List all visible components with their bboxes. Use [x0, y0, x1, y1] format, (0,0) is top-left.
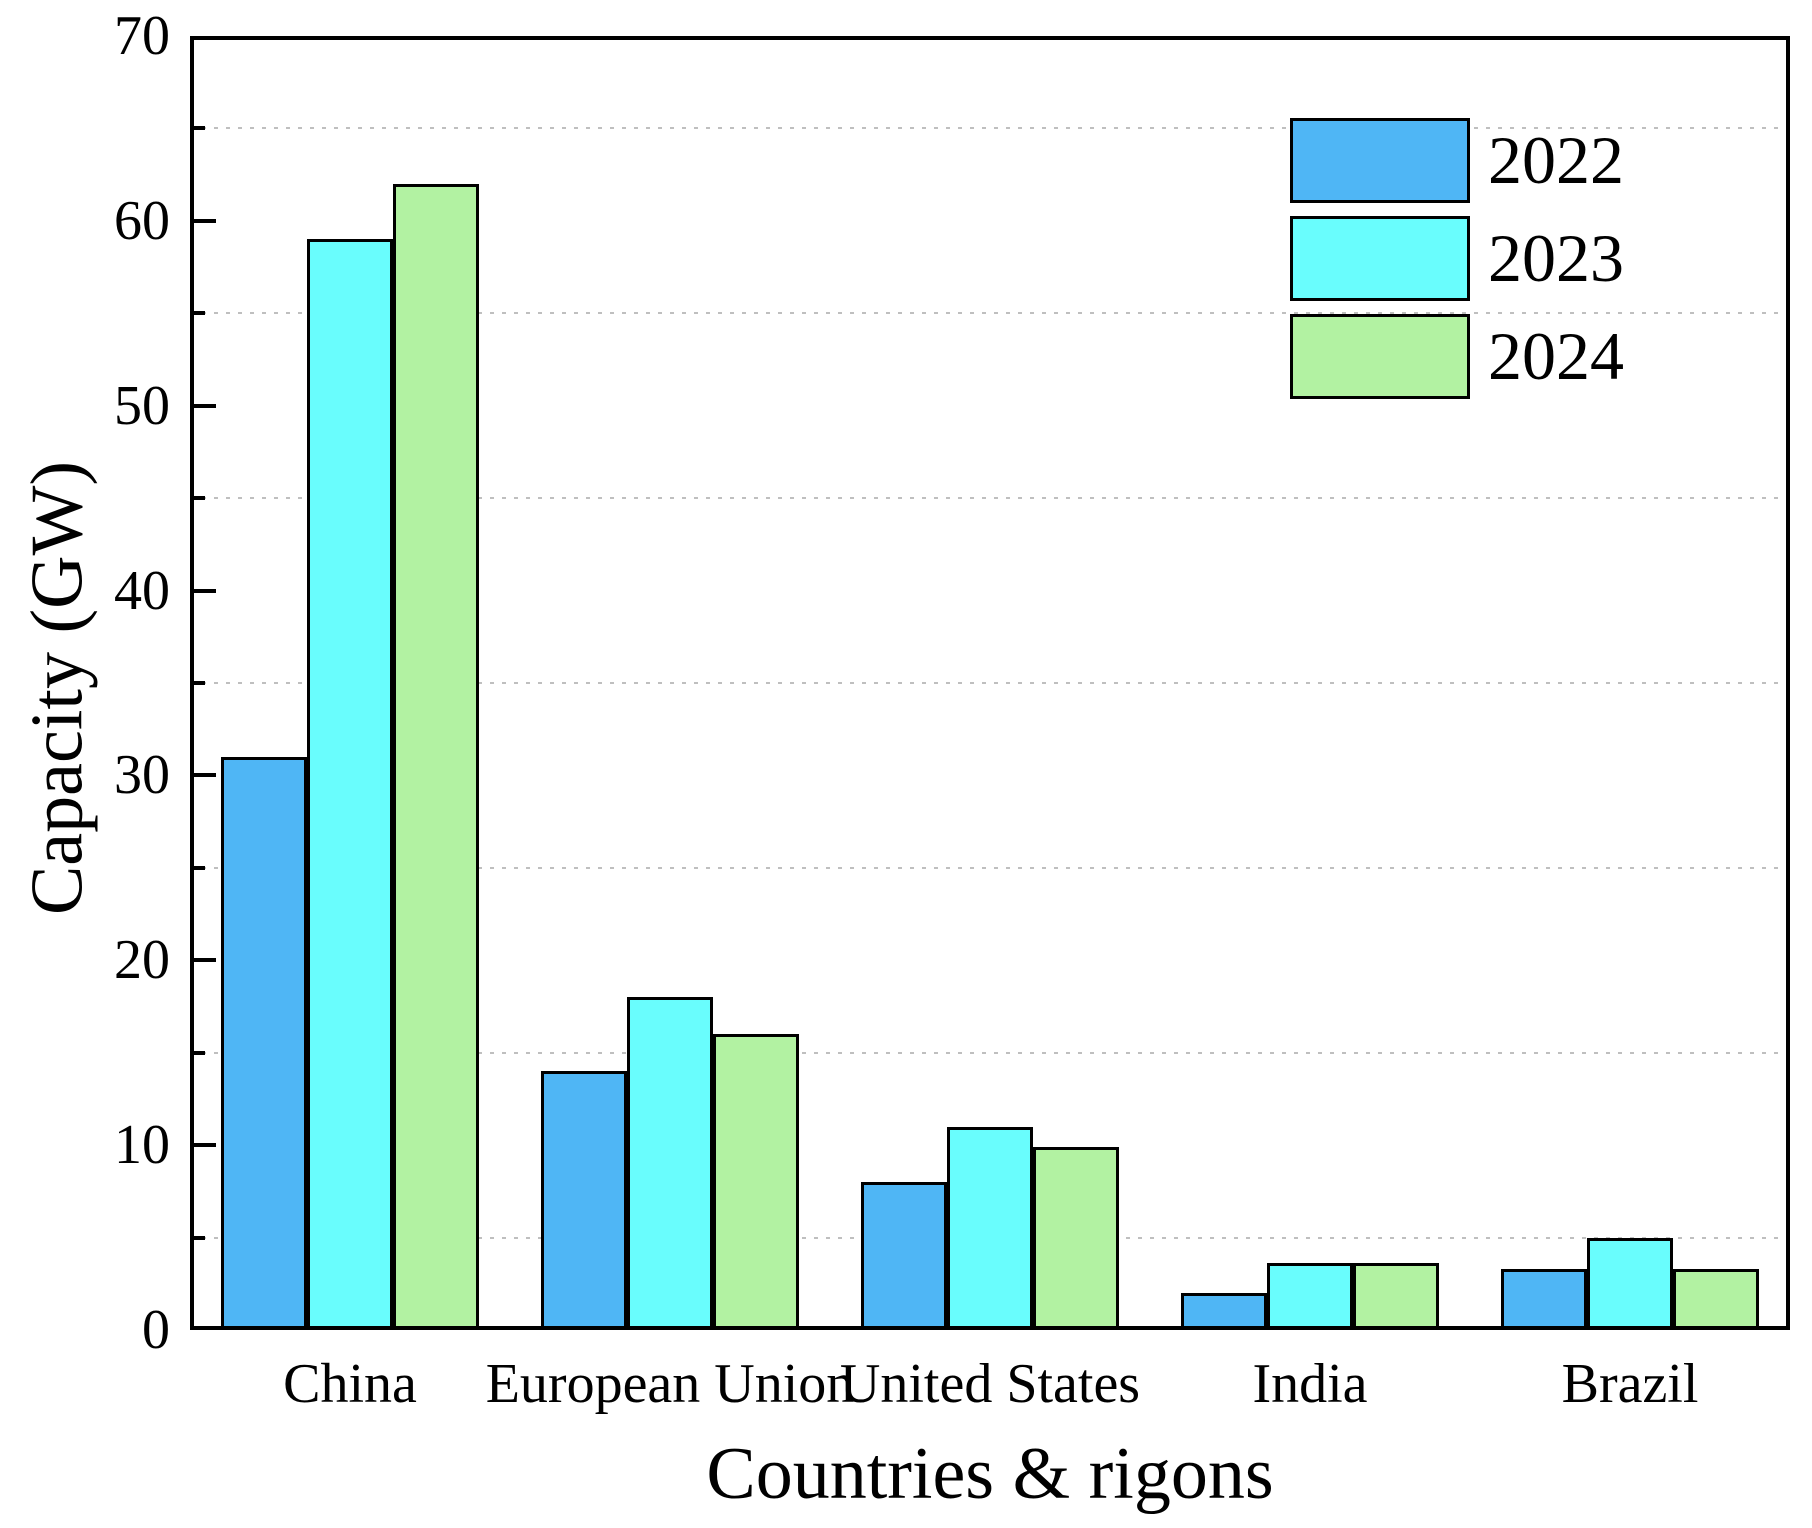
x-tick-label-european-union: European Union	[485, 1353, 855, 1415]
x-tick-label-china: China	[283, 1353, 417, 1415]
bar-china-2024	[393, 183, 479, 1330]
y-tick-label-20: 20	[114, 929, 170, 992]
bar-european-union-2022	[541, 1071, 627, 1330]
x-tick-label-india: India	[1252, 1353, 1368, 1415]
y-tick-label-0: 0	[142, 1299, 170, 1361]
legend-swatch-2023	[1290, 216, 1470, 301]
y-major-tick-30	[190, 773, 216, 778]
legend: 2022 2023 2024	[1290, 118, 1624, 412]
y-minor-tick-65	[190, 126, 205, 131]
y-minor-tick-5	[190, 1235, 205, 1240]
x-axis-title: Countries & rigons	[706, 1433, 1274, 1515]
y-minor-tick-45	[190, 496, 205, 501]
gridline-15	[190, 1051, 1790, 1054]
y-tick-label-70: 70	[114, 5, 170, 67]
gridline-35	[190, 682, 1790, 684]
legend-label-2022: 2022	[1488, 122, 1624, 198]
y-minor-tick-25	[190, 865, 205, 870]
y-axis-title: Capacity (GW)	[16, 460, 99, 916]
y-minor-tick-15	[190, 1050, 205, 1055]
bar-european-union-2023	[627, 997, 713, 1330]
legend-swatch-2022	[1290, 118, 1470, 203]
plot-area	[190, 36, 1790, 1330]
y-tick-label-60: 60	[114, 189, 170, 252]
gridline-65	[190, 127, 1790, 130]
legend-item-2024: 2024	[1290, 314, 1624, 399]
bar-european-union-2024	[713, 1034, 799, 1330]
legend-label-2024: 2024	[1488, 318, 1624, 394]
bar-brazil-2023	[1587, 1237, 1673, 1330]
legend-swatch-2024	[1290, 314, 1470, 399]
bar-brazil-2024	[1673, 1269, 1759, 1330]
bar-india-2024	[1353, 1263, 1439, 1330]
bar-india-2022	[1181, 1293, 1267, 1330]
y-major-tick-60	[190, 218, 216, 223]
y-major-tick-50	[190, 403, 216, 408]
bar-united-states-2024	[1033, 1147, 1119, 1330]
y-tick-label-50: 50	[114, 374, 170, 437]
bar-brazil-2022	[1501, 1269, 1587, 1330]
y-major-tick-10	[190, 1143, 216, 1148]
bar-china-2022	[221, 756, 307, 1330]
bar-united-states-2023	[947, 1126, 1033, 1330]
legend-label-2023: 2023	[1488, 220, 1624, 296]
x-tick-label-brazil: Brazil	[1561, 1353, 1699, 1415]
gridline-25	[190, 866, 1790, 869]
y-tick-label-10: 10	[114, 1114, 170, 1177]
y-minor-tick-35	[190, 681, 205, 685]
y-major-tick-20	[190, 958, 216, 963]
y-major-tick-40	[190, 588, 216, 593]
bar-united-states-2022	[861, 1182, 947, 1330]
gridline-55	[190, 312, 1790, 315]
y-minor-tick-55	[190, 311, 205, 316]
bar-india-2023	[1267, 1263, 1353, 1330]
y-tick-label-40: 40	[114, 559, 170, 622]
legend-item-2022: 2022	[1290, 118, 1624, 203]
bar-china-2023	[307, 239, 393, 1330]
gridline-45	[190, 497, 1790, 500]
legend-item-2023: 2023	[1290, 216, 1624, 301]
x-tick-label-united-states: United States	[839, 1353, 1141, 1415]
y-tick-label-30: 30	[114, 744, 170, 807]
